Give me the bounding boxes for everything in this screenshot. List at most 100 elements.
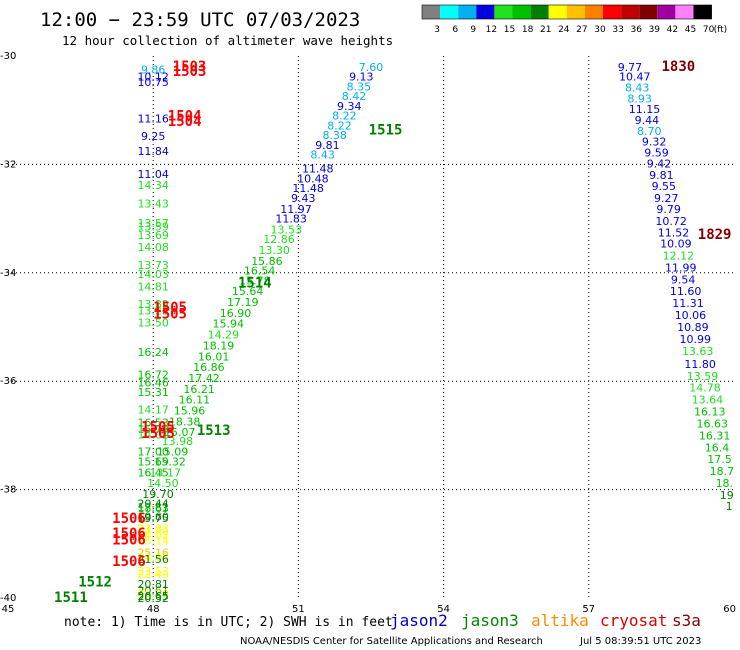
data-point: 9.13 — [349, 71, 374, 84]
pass-label: 1514 — [238, 276, 272, 292]
colorbar-swatch — [639, 5, 658, 19]
data-point: 14.03 — [137, 268, 169, 281]
colorbar-label: 36 — [630, 25, 642, 35]
data-point: 11.99 — [665, 261, 697, 274]
data-point: 13.69 — [137, 229, 169, 242]
data-point: 9.44 — [635, 114, 660, 127]
data-point: 20.81 — [137, 578, 169, 591]
colorbar-swatch — [422, 5, 441, 19]
x-tick-label: 51 — [292, 604, 305, 615]
pass-label: 1511 — [54, 590, 88, 606]
data-point: 13.50 — [137, 317, 169, 330]
data-point: 18.19 — [203, 339, 235, 352]
pass-label: 1505 — [141, 426, 175, 442]
colorbar-swatch — [512, 5, 531, 19]
colorbar-label: 15 — [504, 25, 515, 35]
data-point: 19 — [720, 489, 734, 502]
legend-item: s3a — [672, 611, 701, 630]
note: note: 1) Time is in UTC; 2) SWH is in fe… — [64, 615, 393, 630]
data-point: 25.20 — [137, 588, 169, 601]
data-point: 13.30 — [258, 244, 290, 257]
data-point: 11.16 — [137, 112, 169, 125]
data-point: 17.00 — [137, 446, 169, 459]
data-point: 8.42 — [342, 90, 367, 103]
data-point: 9.86 — [141, 64, 166, 77]
data-point: 13.21 — [137, 305, 169, 318]
data-point: 15.79 — [137, 423, 169, 436]
colorbar-swatch — [566, 5, 585, 19]
data-point: 18. — [716, 477, 734, 490]
pass-label: 1506 — [112, 526, 146, 542]
data-point: 16.72 — [137, 369, 169, 382]
x-tick-label: 45 — [2, 604, 15, 615]
data-point: 9.42 — [647, 157, 672, 170]
data-point: 11.48 — [292, 182, 324, 195]
data-point: 10.89 — [677, 321, 709, 334]
colorbar-label: 24 — [558, 25, 570, 35]
data-point: 11.48 — [302, 163, 334, 176]
colorbar-swatch — [530, 5, 549, 19]
pass-label: 1505 — [141, 420, 175, 436]
colorbar-label: 33 — [612, 25, 623, 35]
data-point: 11.80 — [684, 358, 716, 371]
data-point: 13.17 — [150, 466, 182, 479]
pass-label: 1515 — [369, 123, 403, 139]
data-point: 10.47 — [619, 71, 651, 84]
data-point: 9.77 — [618, 61, 643, 74]
data-point: 17.81 — [137, 501, 169, 514]
data-point: 9.54 — [671, 273, 696, 286]
data-point: 8.70 — [637, 125, 662, 138]
data-point: 16.45 — [137, 466, 169, 479]
data-point: 18.63 — [137, 502, 169, 515]
data-point: 24.02 — [137, 529, 169, 542]
data-point: 10.99 — [680, 333, 712, 346]
colorbar-swatch — [458, 5, 477, 19]
data-point: 11.84 — [137, 145, 169, 158]
data-point: 19.75 — [137, 512, 169, 525]
data-point: 13.63 — [682, 345, 714, 358]
data-point: 8.43 — [310, 149, 335, 162]
data-point: 8.38 — [322, 129, 347, 142]
data-point: 9.32 — [642, 136, 667, 149]
data-point: 8.35 — [347, 80, 372, 93]
footer-timestamp: Jul 5 08:39:51 UTC 2023 — [579, 636, 701, 647]
data-point: 17.42 — [188, 372, 220, 385]
data-point: 13.57 — [137, 217, 169, 230]
data-point: 15.86 — [251, 255, 283, 268]
data-point: 13.73 — [137, 259, 169, 272]
colorbar-label: 70 — [703, 25, 715, 35]
chart-title: 12:00 − 23:59 UTC 07/03/2023 — [40, 9, 360, 31]
data-point: 13.43 — [137, 197, 169, 210]
data-point: 20.32 — [137, 592, 169, 605]
x-tick-label: 60 — [723, 604, 736, 615]
pass-label: 1829 — [698, 227, 732, 243]
y-tick-label: -30 — [0, 51, 16, 62]
pass-labels: 1503150315041504150515051505150515061506… — [54, 59, 731, 606]
colorbar-swatch — [693, 5, 712, 19]
colorbar-swatch — [675, 5, 694, 19]
data-point: 22.40 — [137, 568, 169, 581]
colorbar-swatch — [657, 5, 676, 19]
data-point: 10.12 — [137, 71, 169, 84]
data-point: 14.01 — [137, 428, 169, 441]
colorbar-swatch — [548, 5, 567, 19]
data-point: 16.01 — [198, 350, 230, 363]
data-point: 23.83 — [137, 523, 169, 536]
legend-item: jason2 — [390, 611, 448, 630]
colorbar-label: 12 — [486, 25, 497, 35]
data-point: 13.89 — [137, 298, 169, 311]
legend: jason2 jason3 altika cryosat s3a — [390, 611, 701, 630]
data-point: 24.03 — [137, 551, 169, 564]
data-point: 8.43 — [625, 81, 650, 94]
colorbar-unit: (ft) — [714, 25, 728, 35]
colorbar-swatch — [440, 5, 459, 19]
data-point: 20.61 — [137, 584, 169, 597]
data-point: 13.59 — [687, 370, 719, 383]
data-point: 9.59 — [644, 146, 669, 159]
data-point: 11.60 — [670, 285, 702, 298]
data-point: 15.69 — [137, 455, 169, 468]
data-point: 14.50 — [147, 477, 179, 490]
data-point: 19.70 — [142, 488, 174, 501]
pass-label: 1504 — [168, 109, 202, 125]
